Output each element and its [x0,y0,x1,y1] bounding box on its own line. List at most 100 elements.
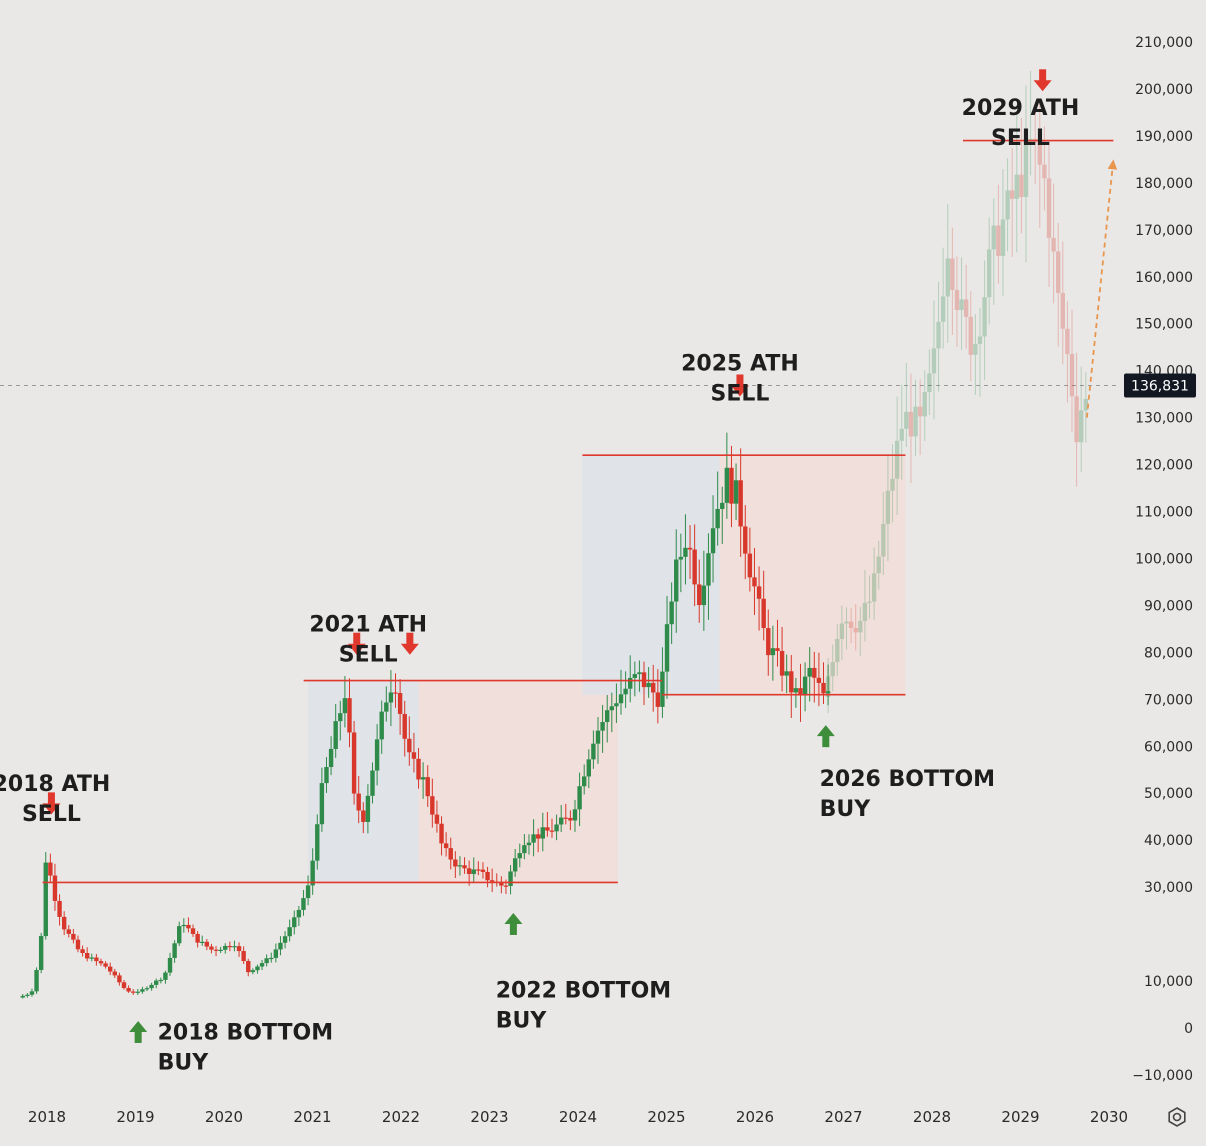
candle-123 [586,749,591,789]
candle-87 [420,762,426,799]
projected-candle-21 [922,369,927,442]
candle-153 [724,432,730,519]
candle-117 [558,805,564,833]
candle-66 [324,756,329,793]
candle-73 [356,776,361,824]
candle-106 [508,865,513,895]
candle-93 [448,837,453,870]
projected-candle-50 [1056,223,1061,347]
projected-candle-27 [950,227,955,335]
projected-candle-37 [996,184,1001,284]
candle-145 [687,525,693,579]
candle-113 [540,812,545,852]
annotation-label: 2018 BOTTOM [158,1021,333,1046]
candle-57 [282,931,288,949]
candle-40 [204,938,210,951]
candle-71 [347,678,352,748]
candle-33 [172,940,177,963]
projected-candle-4 [844,607,849,650]
candle-134 [637,660,642,692]
candle-63 [310,848,315,895]
candle-24 [130,989,136,995]
candle-81 [393,673,398,708]
projected-candle-8 [862,569,868,642]
projected-candle-24 [936,281,941,392]
candle-44 [223,943,228,954]
candle-50 [250,968,256,975]
gear-icon[interactable] [1168,1107,1186,1127]
projected-candle-53 [1069,310,1075,433]
projected-candle-41 [1014,115,1019,253]
projected-candle-6 [853,604,858,651]
annotation-label: BUY [158,1051,210,1076]
candle-90 [434,800,440,833]
candle-76 [370,762,375,804]
projected-candle-26 [945,203,950,343]
projected-candle-38 [1000,169,1006,296]
candle-118 [563,803,568,825]
candle-99 [476,861,481,876]
buy-arrow-icon [504,912,523,935]
projected-candle-17 [904,363,909,448]
projected-candles [825,70,1089,714]
candle-34 [177,921,182,946]
candle-114 [545,812,550,837]
projected-candle-32 [973,314,978,395]
candle-108 [517,843,522,868]
annotation-label: 2029 ATH [962,96,1080,121]
candle-17 [98,958,104,967]
candle-166 [784,654,789,694]
x-tick-label: 2023 [470,1108,508,1126]
y-tick-label: 170,000 [1135,223,1193,239]
x-axis: 2018 2019 2020 2021 2022 2023 2024 2025 2026 2027… [28,1108,1128,1126]
candle-49 [246,958,251,977]
candle-52 [259,959,265,971]
candle-173 [816,652,822,707]
candle-7 [52,863,58,911]
candle-132 [628,655,633,703]
candle-79 [384,686,389,722]
candle-96 [462,857,467,874]
candle-20 [112,968,117,979]
level-lines [42,139,1114,884]
y-tick-label: 0 [1184,1021,1193,1037]
candle-167 [789,655,794,718]
x-tick-label: 2025 [647,1108,685,1126]
annotation-label: SELL [339,642,398,667]
candle-29 [154,978,159,989]
candle-170 [802,662,808,712]
candle-82 [397,679,403,735]
candle-124 [591,730,596,769]
sell-arrow-icon [42,792,61,815]
projected-candle-56 [1083,372,1089,443]
projected-candle-30 [963,264,969,349]
annotation-label: 2022 BOTTOM [496,978,671,1003]
candle-5 [43,852,48,940]
candle-104 [499,876,504,894]
candle-3 [34,967,39,994]
candle-102 [489,868,495,893]
candle-111 [531,819,536,857]
candle-128 [609,692,615,733]
candle-142 [674,529,679,633]
annotation-label: 2018 ATH [0,772,110,797]
y-tick-label: 110,000 [1135,505,1193,521]
sell-arrow-icon [1033,69,1052,92]
projected-candle-25 [940,247,946,349]
projected-candle-3 [839,605,845,661]
x-tick-label: 2022 [382,1108,420,1126]
candle-12 [75,935,81,953]
candle-68 [333,704,338,758]
candle-41 [209,943,214,954]
candle-36 [186,917,191,933]
candle-138 [655,669,661,724]
candle-39 [200,935,205,946]
projected-candle-31 [968,291,973,382]
buy-arrow-icon [129,1020,148,1043]
projected-candle-54 [1074,352,1079,487]
projection-arrow-shaft [1085,159,1115,418]
candle-43 [218,946,223,954]
candle-64 [315,814,320,870]
candle-10 [66,925,71,938]
